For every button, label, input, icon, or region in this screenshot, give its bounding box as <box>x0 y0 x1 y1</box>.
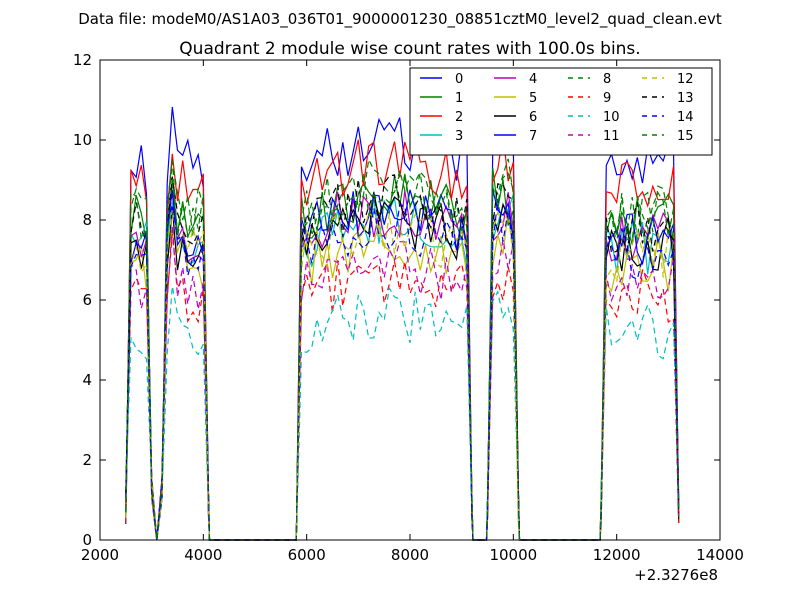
y-tick-label: 12 <box>73 51 92 69</box>
legend-label-6: 6 <box>529 110 537 125</box>
y-tick-label: 6 <box>82 291 92 309</box>
series-line-14 <box>125 198 680 541</box>
series-line-15 <box>125 159 680 541</box>
x-tick-label: 8000 <box>391 546 429 564</box>
series-line-12 <box>125 209 680 541</box>
suptitle: Data file: modeM0/AS1A03_036T01_90000012… <box>78 10 722 29</box>
legend-label-1: 1 <box>455 91 463 106</box>
legend-label-5: 5 <box>529 91 537 106</box>
x-tick-label: 2000 <box>81 546 119 564</box>
x-offset-label: +2.3276e8 <box>634 566 718 584</box>
x-tick-label: 4000 <box>184 546 222 564</box>
y-tick-label: 4 <box>82 371 92 389</box>
x-tick-label: 6000 <box>288 546 326 564</box>
y-tick-label: 8 <box>82 211 92 229</box>
x-tick-label: 10000 <box>489 546 537 564</box>
series-line-11 <box>125 225 680 541</box>
series-line-8 <box>125 157 680 541</box>
legend-label-11: 11 <box>603 129 620 144</box>
series-line-0 <box>125 106 680 541</box>
legend-label-12: 12 <box>677 72 694 87</box>
x-tick-label: 14000 <box>696 546 744 564</box>
legend-label-0: 0 <box>455 72 463 87</box>
y-tick-label: 0 <box>82 531 92 549</box>
legend-label-3: 3 <box>455 129 463 144</box>
legend-frame <box>409 67 713 156</box>
chart-title: Quadrant 2 module wise count rates with … <box>179 39 640 59</box>
x-tick-label: 12000 <box>593 546 641 564</box>
plot-area: 2000 4000 6000 8000 10000 12000 14000 02468101… <box>73 51 744 584</box>
series-line-10 <box>125 286 680 541</box>
legend-label-2: 2 <box>455 110 463 125</box>
y-tick-label: 10 <box>73 131 92 149</box>
legend-label-13: 13 <box>677 91 694 106</box>
data-lines <box>125 106 680 541</box>
legend-label-9: 9 <box>603 91 611 106</box>
y-tick-label: 2 <box>82 451 92 469</box>
legend-label-15: 15 <box>677 129 694 144</box>
x-axis: 2000 4000 6000 8000 10000 12000 14000 <box>81 60 744 564</box>
series-line-9 <box>125 233 680 541</box>
legend-label-8: 8 <box>603 72 611 87</box>
legend-label-4: 4 <box>529 72 537 87</box>
series-line-2 <box>125 134 680 541</box>
legend-label-7: 7 <box>529 129 537 144</box>
legend-label-10: 10 <box>603 110 620 125</box>
legend-label-14: 14 <box>677 110 694 125</box>
